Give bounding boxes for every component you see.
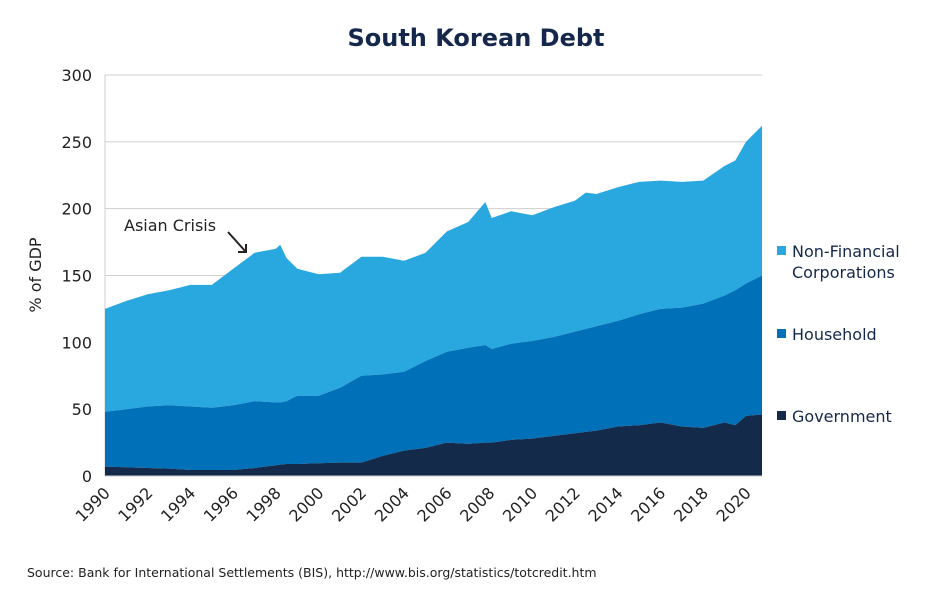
x-tick-label: 1994: [157, 483, 199, 525]
x-tick-label: 2014: [584, 483, 626, 525]
x-tick-label: 2012: [542, 483, 584, 525]
x-tick-label: 1998: [243, 483, 285, 525]
x-tick-label: 1996: [200, 483, 242, 525]
legend-label-nfc-2: Corporations: [792, 263, 895, 282]
x-tick-label: 2010: [499, 483, 541, 525]
annotation-arrow-icon: [227, 231, 247, 253]
y-axis-label: % of GDP: [26, 237, 45, 313]
source-note: Source: Bank for International Settlemen…: [27, 565, 597, 580]
y-tick-label: 0: [82, 467, 92, 486]
x-tick-label: 2006: [413, 483, 455, 525]
legend-label-government: Government: [792, 407, 892, 426]
area-government: [105, 414, 762, 476]
y-tick-label: 100: [61, 333, 92, 352]
x-tick-label: 2018: [670, 483, 712, 525]
area-layers: [105, 125, 762, 477]
legend: Non-Financial Corporations Household Gov…: [777, 242, 900, 426]
legend-swatch-household: [777, 329, 786, 338]
legend-label-household: Household: [792, 325, 877, 344]
area-household: [105, 275, 762, 470]
x-tick-label: 1990: [72, 483, 114, 525]
x-tick-label: 2008: [456, 483, 498, 525]
x-tick-label: 2016: [627, 483, 669, 525]
y-tick-label: 300: [61, 66, 92, 85]
legend-swatch-government: [777, 411, 786, 420]
y-tick-labels: 0 50 100 150 200 250 300: [61, 66, 92, 486]
x-tick-label: 2020: [713, 483, 755, 525]
annotation-asian-crisis: Asian Crisis: [124, 216, 216, 235]
y-tick-label: 150: [61, 267, 92, 286]
x-tick-label: 2004: [371, 483, 413, 525]
x-tick-label: 1992: [114, 483, 156, 525]
y-tick-label: 50: [72, 400, 92, 419]
area-non-financial-corporations: [105, 125, 762, 412]
legend-swatch-nfc: [777, 246, 786, 255]
y-tick-label: 250: [61, 133, 92, 152]
x-tick-label: 2002: [328, 483, 370, 525]
x-tick-labels: 1990 1992 1994 1996 1998 2000 2002 2004 2006 2008…: [72, 483, 755, 525]
chart-title: South Korean Debt: [347, 24, 604, 52]
x-tick-label: 2000: [285, 483, 327, 525]
legend-label-nfc-1: Non-Financial: [792, 242, 900, 261]
y-tick-label: 200: [61, 200, 92, 219]
